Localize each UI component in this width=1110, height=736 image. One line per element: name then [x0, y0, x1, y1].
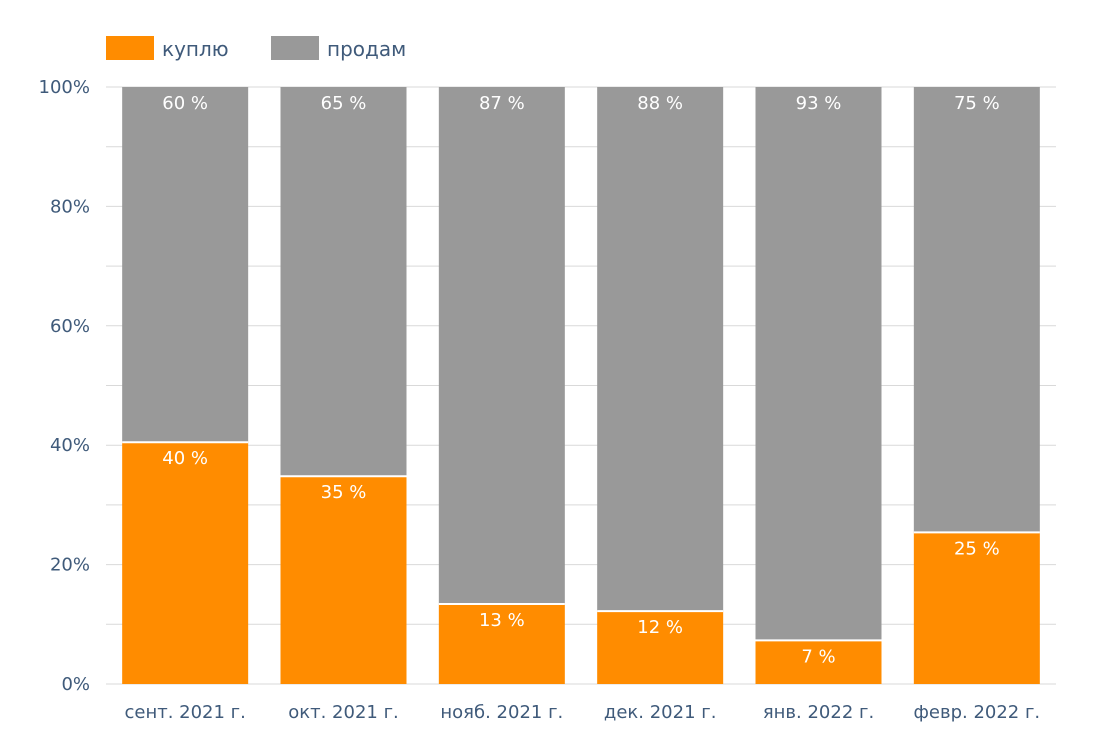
bar-segment-buy: [597, 611, 724, 684]
data-label: 75 %: [954, 93, 1000, 114]
data-label: 13 %: [479, 610, 525, 631]
legend-label: продам: [327, 37, 406, 61]
data-label: 25 %: [954, 538, 1000, 559]
legend: куплю продам: [106, 36, 406, 61]
bar-segment-sell: [280, 87, 407, 477]
x-category-label: дек. 2021 г.: [604, 702, 717, 723]
bar-segment-buy: [913, 532, 1040, 684]
data-label: 7 %: [801, 646, 835, 667]
data-label: 93 %: [796, 93, 842, 114]
y-tick-label: 100%: [39, 77, 90, 98]
bar-segment-buy: [122, 442, 249, 684]
x-category-label: янв. 2022 г.: [763, 702, 874, 723]
legend-swatch: [106, 36, 154, 60]
legend-label: куплю: [162, 37, 229, 61]
x-category-label: нояб. 2021 г.: [440, 702, 563, 723]
y-axis: 0% 20% 40% 60% 80% 100%: [39, 77, 90, 695]
data-label: 60 %: [162, 93, 208, 114]
x-category-label: сент. 2021 г.: [124, 702, 245, 723]
y-tick-label: 40%: [50, 435, 90, 456]
x-axis: сент. 2021 г. окт. 2021 г. нояб. 2021 г. де…: [124, 702, 1040, 723]
y-tick-label: 20%: [50, 555, 90, 576]
x-category-label: февр. 2022 г.: [914, 702, 1041, 723]
bar-segment-sell: [438, 87, 565, 605]
data-label: 35 %: [321, 482, 367, 503]
bar-segment-sell: [755, 87, 882, 641]
y-tick-label: 60%: [50, 316, 90, 337]
data-label: 40 %: [162, 448, 208, 469]
bar-segment-buy: [755, 640, 882, 684]
bar-segment-buy: [280, 476, 407, 684]
bar-segment-buy: [438, 604, 565, 684]
data-label: 12 %: [637, 617, 683, 638]
legend-swatch: [271, 36, 319, 60]
data-label: 87 %: [479, 93, 525, 114]
bar-segment-sell: [122, 87, 249, 443]
y-tick-label: 80%: [50, 196, 90, 217]
x-category-label: окт. 2021 г.: [288, 702, 399, 723]
gridlines: [106, 86, 1056, 685]
bars: 40 % 60 % 35 % 65 % 13 % 87 % 12 % 88 % 7 % 93 % 2…: [122, 87, 1040, 684]
y-tick-label: 0%: [61, 674, 90, 695]
data-label: 65 %: [321, 93, 367, 114]
data-label: 88 %: [637, 93, 683, 114]
bar-segment-sell: [597, 87, 724, 612]
bar-segment-sell: [913, 87, 1040, 533]
